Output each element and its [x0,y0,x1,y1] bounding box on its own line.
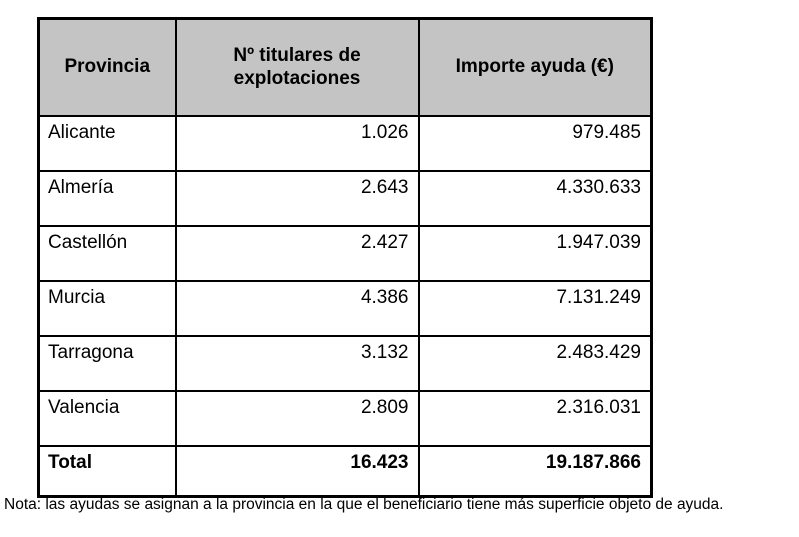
cell-total-label: Total [37,445,177,498]
cell-titulares: 2.427 [174,225,420,282]
table-total-row: Total 16.423 19.187.866 [37,445,653,498]
footnote: Nota: las ayudas se asignan a la provinc… [4,496,724,513]
cell-importe: 4.330.633 [417,170,653,227]
table-row: Castellón 2.427 1.947.039 [37,225,653,282]
table-row: Alicante 1.026 979.485 [37,115,653,172]
cell-total-titulares: 16.423 [174,445,420,498]
cell-titulares: 1.026 [174,115,420,172]
table-row: Valencia 2.809 2.316.031 [37,390,653,447]
header-importe: Importe ayuda (€) [417,17,653,117]
cell-importe: 7.131.249 [417,280,653,337]
provinces-aid-table: Provincia Nº titulares de explotaciones … [37,17,653,498]
cell-province: Almería [37,170,177,227]
table-row: Murcia 4.386 7.131.249 [37,280,653,337]
table-header-row: Provincia Nº titulares de explotaciones … [37,17,653,117]
cell-titulares: 3.132 [174,335,420,392]
cell-importe: 2.483.429 [417,335,653,392]
header-titulares: Nº titulares de explotaciones [174,17,420,117]
cell-province: Tarragona [37,335,177,392]
cell-province: Alicante [37,115,177,172]
cell-titulares: 2.809 [174,390,420,447]
cell-importe: 979.485 [417,115,653,172]
table-row: Almería 2.643 4.330.633 [37,170,653,227]
header-provincia: Provincia [37,17,177,117]
cell-total-importe: 19.187.866 [417,445,653,498]
cell-importe: 1.947.039 [417,225,653,282]
cell-titulares: 2.643 [174,170,420,227]
cell-importe: 2.316.031 [417,390,653,447]
cell-province: Valencia [37,390,177,447]
cell-province: Murcia [37,280,177,337]
cell-titulares: 4.386 [174,280,420,337]
table-row: Tarragona 3.132 2.483.429 [37,335,653,392]
cell-province: Castellón [37,225,177,282]
